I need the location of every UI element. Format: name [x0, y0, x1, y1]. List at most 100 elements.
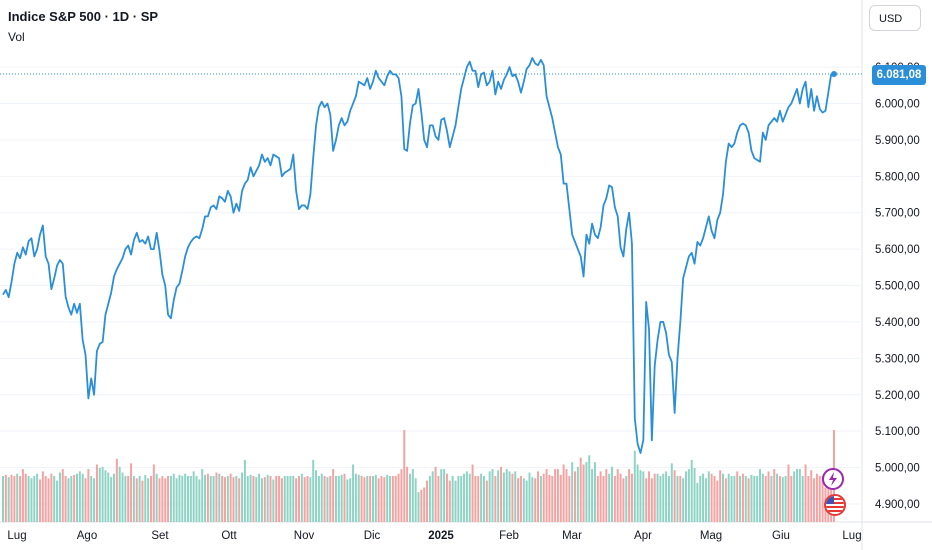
volume-bar: [457, 476, 460, 522]
volume-bar: [238, 478, 241, 522]
volume-bar: [491, 469, 494, 522]
volume-bar: [121, 472, 124, 522]
volume-bar: [343, 473, 346, 522]
volume-bar: [454, 480, 457, 522]
volume-bar: [645, 478, 648, 522]
volume-bar: [326, 477, 329, 522]
us-flag-event-icon[interactable]: [824, 494, 846, 516]
volume-bar: [243, 459, 246, 522]
volume-bar: [297, 476, 300, 522]
volume-bar: [727, 473, 730, 522]
volume-label[interactable]: Vol: [8, 30, 25, 44]
volume-bar: [739, 476, 742, 522]
volume-bar: [110, 477, 113, 522]
volume-bar: [93, 478, 96, 522]
volume-bar: [596, 476, 599, 522]
x-tick-label: Giu: [772, 530, 790, 542]
volume-bar: [201, 469, 204, 522]
volume-bar: [81, 473, 84, 522]
volume-bar: [482, 476, 485, 522]
volume-bar: [713, 476, 716, 522]
volume-bar: [241, 472, 244, 522]
volume-bar: [33, 476, 36, 522]
volume-bar: [426, 480, 429, 522]
x-tick-label: Mar: [562, 530, 582, 542]
volume-bar: [756, 476, 759, 522]
volume-bar: [559, 474, 562, 522]
volume-bar: [474, 476, 477, 522]
volume-bar: [144, 474, 147, 522]
volume-bar: [511, 473, 514, 522]
volume-bar: [611, 466, 614, 522]
volume-bar: [266, 474, 269, 522]
volume-bar: [628, 469, 631, 522]
volume-bar: [212, 476, 215, 522]
x-tick-label: Apr: [634, 530, 652, 542]
volume-bar: [443, 469, 446, 522]
volume-bar: [679, 476, 682, 522]
volume-bar: [178, 474, 181, 522]
volume-bar: [636, 464, 639, 522]
volume-bar: [519, 476, 522, 522]
volume-bar: [152, 464, 155, 522]
volume-bar: [112, 473, 115, 522]
volume-bar: [534, 478, 537, 522]
volume-bar: [380, 476, 383, 522]
volume-bar: [186, 476, 189, 522]
volume-bar: [394, 476, 397, 522]
volume-bar: [50, 473, 53, 522]
y-tick-label: 5.200,00: [875, 390, 920, 402]
volume-bar: [275, 476, 278, 522]
volume-bar: [101, 466, 104, 522]
x-tick-label: Mag: [700, 530, 722, 542]
volume-bar: [423, 487, 426, 522]
volume-bar: [514, 471, 517, 522]
volume-bar: [374, 474, 377, 522]
volume-bar: [744, 476, 747, 522]
lightning-event-icon[interactable]: [822, 468, 844, 490]
volume-bar: [64, 476, 67, 522]
volume-bar: [630, 473, 633, 522]
volume-bar: [448, 480, 451, 522]
volume-bar: [719, 470, 722, 522]
volume-bar: [431, 471, 434, 522]
x-tick-label: Nov: [294, 530, 315, 542]
x-tick-label: Ago: [77, 530, 97, 542]
volume-bar: [528, 472, 531, 522]
volume-bar: [155, 473, 158, 522]
volume-bar: [730, 476, 733, 522]
volume-bar: [773, 469, 776, 522]
volume-bar: [118, 466, 121, 522]
volume-bar: [232, 477, 235, 522]
volume-bar: [411, 469, 414, 522]
volume-bar: [149, 476, 152, 522]
volume-bar: [670, 463, 673, 522]
volume-bar: [226, 476, 229, 522]
volume-bar: [169, 476, 172, 522]
volume-bar: [767, 471, 770, 522]
y-tick-label: 5.000,00: [875, 463, 920, 475]
volume-bar: [582, 464, 585, 522]
volume-bar: [707, 471, 710, 522]
currency-button[interactable]: USD: [869, 5, 921, 31]
x-tick-label: Feb: [499, 530, 519, 542]
volume-bar: [167, 476, 170, 522]
y-tick-label: 4.900,00: [875, 499, 920, 511]
volume-bar: [722, 473, 724, 522]
volume-bar: [195, 476, 198, 522]
volume-bar: [16, 473, 19, 522]
volume-bar: [56, 480, 59, 522]
volume-bar: [676, 476, 679, 522]
volume-bar: [537, 471, 540, 522]
volume-bar: [24, 473, 27, 522]
y-tick-label: 5.400,00: [875, 317, 920, 329]
volume-bar: [733, 476, 736, 522]
volume-bar: [622, 478, 625, 522]
volume-bar: [67, 478, 70, 522]
volume-bar: [44, 476, 47, 522]
volume-bar: [303, 477, 306, 522]
volume-bar: [653, 473, 656, 522]
volume-bar: [616, 469, 619, 522]
volume-bar: [650, 478, 653, 522]
